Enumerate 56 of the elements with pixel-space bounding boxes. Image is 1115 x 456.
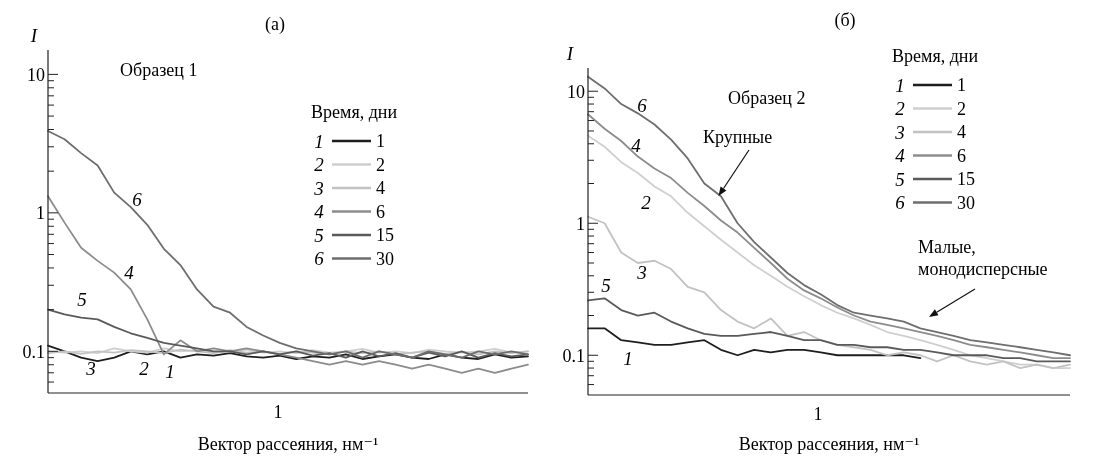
annotation: Образец 1	[120, 60, 198, 80]
annotation: 1	[623, 347, 633, 369]
y-tick-label: 0.1	[562, 345, 585, 366]
y-tick-label: 1	[576, 213, 585, 234]
annotation: 6	[637, 94, 648, 116]
chart-title: (a)	[265, 14, 285, 35]
text: 3	[314, 177, 324, 199]
text: 6	[314, 248, 324, 270]
text: 6	[895, 192, 905, 214]
annotation: 4	[124, 261, 135, 283]
legend-label: 15	[376, 225, 394, 246]
annotation: 3	[85, 357, 96, 379]
x-axis-title: Вектор рассеяния, нм⁻¹	[738, 434, 920, 454]
text: 1	[813, 404, 823, 424]
y-tick-label: 10	[567, 81, 585, 102]
annotation: Малые, монодисперсные	[918, 237, 1048, 279]
legend-title: Время, дни	[311, 102, 398, 122]
legend-label: 30	[376, 248, 394, 269]
legend-title: Время, дни	[892, 46, 979, 66]
legend-label: 2	[376, 154, 385, 175]
text: 5	[895, 168, 905, 190]
y-tick-label: 1	[36, 203, 45, 224]
annotation: 4	[631, 134, 642, 156]
y-tick-label: 10	[27, 64, 45, 85]
text: 1	[273, 402, 283, 422]
legend-label: 15	[957, 169, 975, 190]
annotation: 2	[641, 191, 652, 213]
x-axis-title: Вектор рассеяния, нм⁻¹	[197, 434, 379, 454]
legend-label: 6	[957, 145, 966, 166]
legend-label: 4	[376, 178, 385, 199]
annotation: Образец 2	[728, 88, 806, 108]
y-axis-title: I	[565, 43, 575, 64]
legend-label: 30	[957, 192, 975, 213]
legend-label: 1	[957, 75, 966, 96]
annotation: Крупные	[703, 127, 773, 147]
y-axis-title: I	[29, 25, 39, 46]
annotation: 1	[895, 74, 905, 96]
text: 3	[895, 121, 905, 143]
text: 2	[314, 154, 324, 176]
annotation: 6	[132, 188, 143, 210]
legend-label: 1	[376, 131, 385, 152]
annotation: 1	[165, 360, 175, 382]
legend-label: 4	[957, 122, 966, 143]
text: 4	[895, 145, 905, 167]
legend-label: 6	[376, 201, 385, 222]
annotation: 3	[636, 261, 647, 283]
legend-label: 2	[957, 98, 966, 119]
text: 5	[314, 224, 324, 246]
y-tick-label: 0.1	[22, 341, 45, 362]
annotation: 5	[77, 288, 87, 310]
chart-title: (б)	[834, 10, 856, 31]
annotation: 5	[601, 274, 611, 296]
text: 4	[314, 201, 324, 223]
annotation: 2	[139, 357, 150, 379]
annotation: 1	[314, 130, 324, 152]
text: 2	[895, 98, 905, 120]
